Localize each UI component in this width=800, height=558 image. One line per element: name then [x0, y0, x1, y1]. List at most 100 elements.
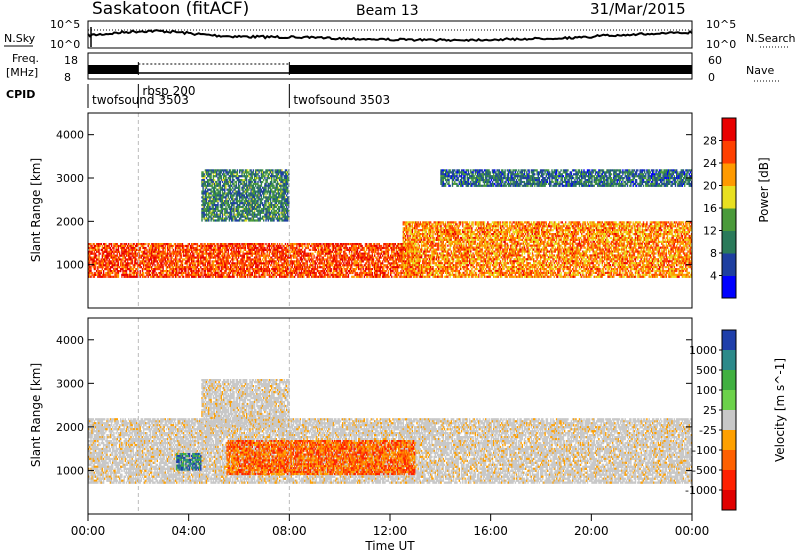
- data-cell: [383, 264, 384, 266]
- data-cell: [220, 216, 221, 218]
- data-cell: [265, 268, 266, 270]
- data-cell: [180, 245, 181, 247]
- data-cell: [89, 270, 90, 272]
- data-cell: [239, 243, 240, 245]
- data-cell: [281, 268, 282, 270]
- data-cell: [230, 202, 231, 204]
- data-cell: [238, 249, 239, 251]
- data-cell: [214, 194, 215, 196]
- data-cell: [107, 274, 108, 276]
- data-cell: [317, 268, 318, 270]
- data-cell: [252, 255, 253, 257]
- data-cell: [241, 274, 242, 276]
- data-cell: [253, 258, 254, 260]
- data-cell: [167, 272, 168, 274]
- data-cell: [201, 270, 202, 272]
- data-cell: [367, 274, 368, 276]
- data-cell: [236, 249, 237, 251]
- data-cell: [161, 272, 162, 274]
- data-cell: [102, 276, 103, 278]
- data-cell: [280, 260, 281, 262]
- data-cell: [146, 272, 147, 274]
- data-cell: [277, 272, 278, 274]
- data-cell: [393, 276, 394, 278]
- data-cell: [208, 185, 209, 187]
- data-cell: [328, 262, 329, 264]
- data-cell: [332, 264, 333, 266]
- data-cell: [213, 218, 214, 220]
- data-cell: [247, 266, 248, 268]
- data-cell: [273, 276, 274, 278]
- data-cell: [95, 272, 96, 274]
- data-cell: [335, 247, 336, 249]
- data-cell: [396, 260, 397, 262]
- data-cell: [162, 255, 163, 257]
- data-cell: [210, 173, 211, 175]
- data-cell: [328, 270, 329, 272]
- data-cell: [388, 266, 389, 268]
- data-cell: [336, 260, 337, 262]
- data-cell: [183, 276, 184, 278]
- data-cell: [217, 206, 218, 208]
- data-cell: [229, 274, 230, 276]
- data-cell: [161, 274, 162, 276]
- data-cell: [358, 258, 359, 260]
- data-cell: [157, 245, 158, 247]
- data-cell: [253, 262, 254, 264]
- data-cell: [197, 266, 198, 268]
- data-cell: [143, 247, 144, 249]
- data-cell: [89, 260, 90, 262]
- data-cell: [122, 257, 123, 259]
- data-cell: [242, 258, 243, 260]
- data-cell: [215, 274, 216, 276]
- data-cell: [320, 245, 321, 247]
- data-cell: [165, 245, 166, 247]
- data-cell: [369, 257, 370, 259]
- cpid-segment-label: rbsp 200: [142, 84, 195, 98]
- data-cell: [377, 255, 378, 257]
- data-cell: [396, 255, 397, 257]
- data-cell: [218, 179, 219, 181]
- data-cell: [239, 191, 240, 193]
- data-cell: [336, 262, 337, 264]
- data-cell: [177, 249, 178, 251]
- data-cell: [276, 268, 277, 270]
- data-cell: [162, 264, 163, 266]
- data-cell: [204, 208, 205, 210]
- data-cell: [222, 260, 223, 262]
- data-cell: [287, 258, 288, 260]
- data-cell: [236, 185, 237, 187]
- data-cell: [270, 274, 271, 276]
- data-cell: [339, 249, 340, 251]
- data-cell: [159, 274, 160, 276]
- data-cell: [146, 266, 147, 268]
- data-cell: [226, 183, 227, 185]
- data-cell: [176, 268, 177, 270]
- data-cell: [242, 189, 243, 191]
- data-cell: [182, 262, 183, 264]
- data-cell: [180, 251, 181, 253]
- data-cell: [230, 245, 231, 247]
- data-cell: [393, 255, 394, 257]
- data-cell: [302, 245, 303, 247]
- data-cell: [218, 191, 219, 193]
- data-cell: [103, 266, 104, 268]
- data-cell: [226, 169, 227, 171]
- data-cell: [232, 245, 233, 247]
- data-cell: [347, 276, 348, 278]
- data-cell: [328, 260, 329, 262]
- data-cell: [161, 243, 162, 245]
- data-cell: [336, 243, 337, 245]
- data-cell: [355, 247, 356, 249]
- data-cell: [204, 253, 205, 255]
- data-cell: [325, 276, 326, 278]
- data-cell: [210, 196, 211, 198]
- data-cell: [224, 175, 225, 177]
- data-cell: [287, 270, 288, 272]
- data-cell: [285, 243, 286, 245]
- data-cell: [250, 204, 251, 206]
- data-cell: [398, 266, 399, 268]
- data-cell: [365, 262, 366, 264]
- data-cell: [193, 268, 194, 270]
- data-cell: [214, 191, 215, 193]
